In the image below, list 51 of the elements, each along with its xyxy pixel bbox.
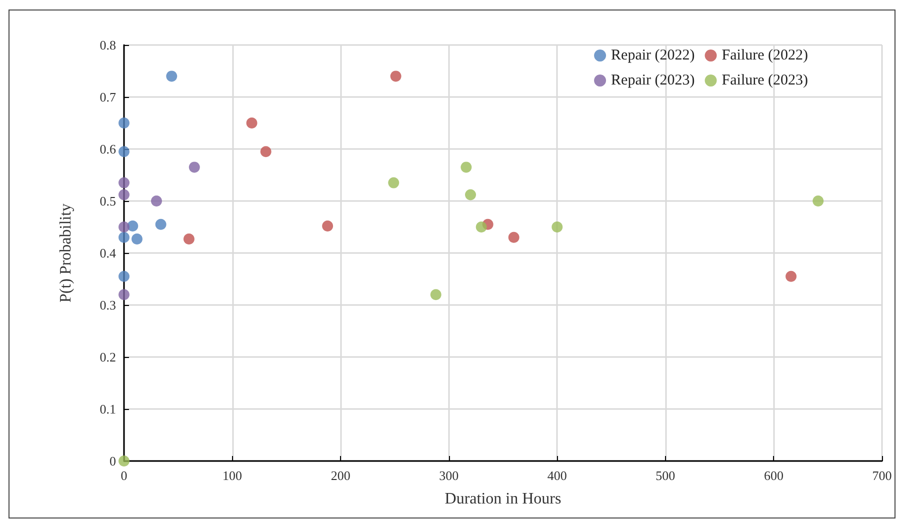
point xyxy=(476,222,487,232)
point xyxy=(430,289,442,300)
point xyxy=(388,177,400,188)
point xyxy=(508,232,520,243)
point xyxy=(460,162,472,173)
y-tick-label: 0.4 xyxy=(100,246,116,260)
point xyxy=(155,218,166,230)
point xyxy=(118,189,130,200)
point xyxy=(183,233,194,244)
y-tick-label: 0.1 xyxy=(100,402,116,416)
legend-label: Repair (2022) xyxy=(611,48,695,64)
y-tick-label: 0.5 xyxy=(100,194,116,208)
legend-label: Failure (2023) xyxy=(722,72,808,88)
point xyxy=(390,70,402,82)
point xyxy=(322,220,334,232)
point xyxy=(118,289,130,300)
legend-label: Failure (2022) xyxy=(722,48,808,64)
point xyxy=(150,196,162,206)
point xyxy=(246,118,258,128)
x-tick-label: 600 xyxy=(764,468,784,483)
point xyxy=(552,222,563,232)
point xyxy=(118,222,130,232)
x-tick-label: 300 xyxy=(439,468,459,483)
point xyxy=(118,456,130,466)
point xyxy=(786,270,797,282)
y-tick-label: 0.6 xyxy=(100,142,116,156)
y-axis-title: P(t) Probability xyxy=(58,203,74,303)
point xyxy=(188,162,200,173)
y-tick-label: 0.8 xyxy=(100,38,116,52)
x-tick-label: 400 xyxy=(547,468,567,483)
x-tick-label: 0 xyxy=(120,468,128,483)
legend-label: Repair (2023) xyxy=(611,72,695,88)
point xyxy=(118,146,130,158)
y-tick-label: 0 xyxy=(110,454,116,468)
x-tick-label: 500 xyxy=(656,468,676,483)
point xyxy=(260,146,272,158)
point xyxy=(118,270,130,282)
y-tick-label: 0.2 xyxy=(100,350,116,364)
point xyxy=(812,196,824,206)
y-tick-label: 0.7 xyxy=(100,90,116,104)
point xyxy=(465,189,476,200)
x-tick-label: 200 xyxy=(330,468,350,483)
x-tick-label: 700 xyxy=(872,468,892,483)
x-axis-title: Duration in Hours xyxy=(444,490,562,508)
point xyxy=(118,232,130,243)
point xyxy=(132,233,142,244)
x-tick-label: 100 xyxy=(222,468,242,483)
y-tick-label: 0.3 xyxy=(100,298,116,312)
point xyxy=(166,70,178,82)
point xyxy=(118,177,130,188)
point xyxy=(118,118,130,128)
